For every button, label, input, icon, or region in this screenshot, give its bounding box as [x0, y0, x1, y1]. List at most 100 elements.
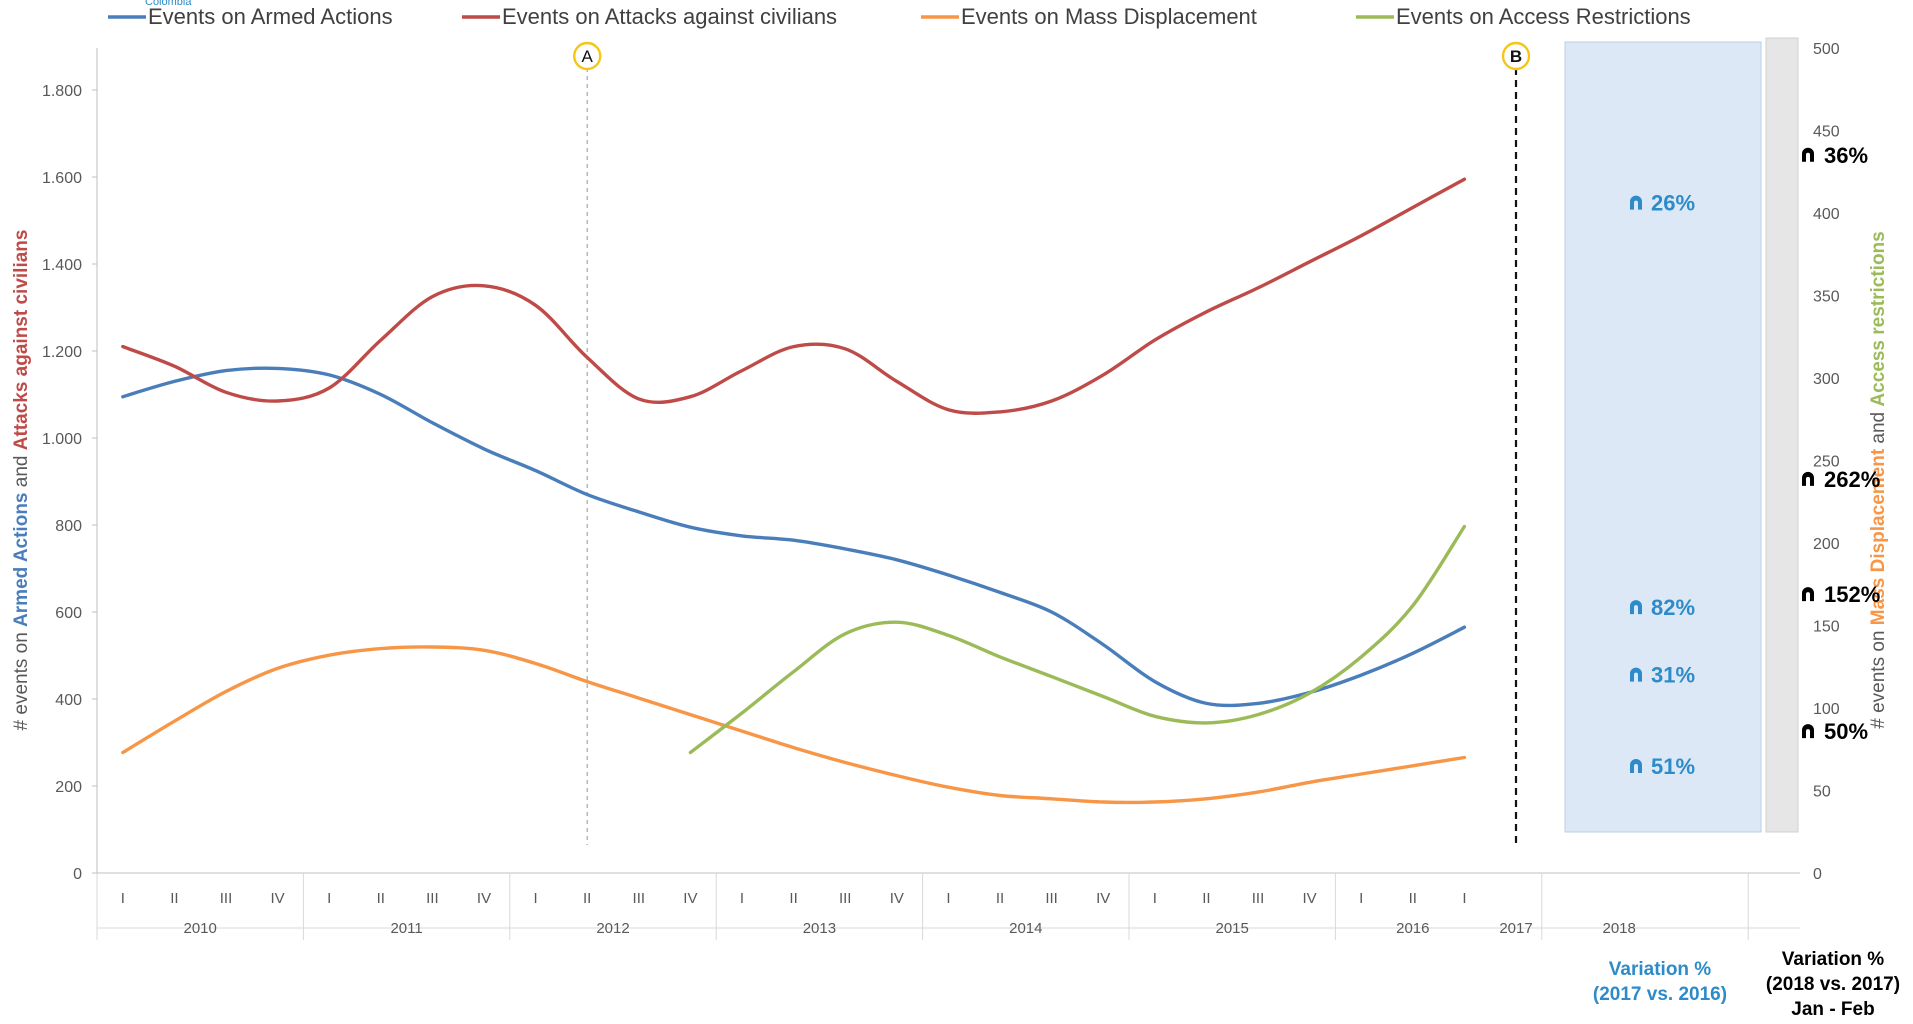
x-quarter-label: III — [426, 890, 439, 907]
x-year-label: 2018 — [1603, 920, 1636, 937]
left-axis-title-part: Attacks against civilians — [11, 230, 32, 451]
right-axis-tick-label: 400 — [1813, 206, 1840, 223]
marker-label-A: A — [582, 47, 594, 66]
right-axis-tick-label: 250 — [1813, 454, 1840, 471]
variation-2018-caption: (2018 vs. 2017) — [1766, 974, 1900, 995]
arrow-up-icon-shape — [1802, 587, 1814, 602]
arrow-up-icon-shape — [1630, 195, 1642, 210]
right-axis-title-part: # events on — [1868, 625, 1889, 729]
x-quarter-label: IV — [477, 890, 491, 907]
arrow-up-icon-shape — [1630, 600, 1642, 615]
x-quarter-label: IV — [1303, 890, 1317, 907]
left-axis-title: # events on Armed Actions and Attacks ag… — [11, 230, 32, 731]
x-quarter-label: I — [121, 890, 125, 907]
legend-label: Events on Attacks against civilians — [502, 4, 837, 29]
arrow-up-icon-shape — [1630, 758, 1642, 773]
marker-circle-B — [1501, 41, 1531, 71]
x-quarter-label: III — [1045, 890, 1058, 907]
x-year-label: 2015 — [1216, 920, 1249, 937]
variation-2017-region — [1564, 41, 1762, 833]
right-axis-tick-label: 350 — [1813, 289, 1840, 306]
marker-circle-A — [573, 41, 602, 71]
x-quarter-label: I — [1153, 890, 1157, 907]
left-axis-tick-label: 800 — [55, 518, 82, 535]
legend-label: Events on Access Restrictions — [1396, 4, 1691, 29]
x-quarter-label: IV — [683, 890, 697, 907]
x-year-label: 2016 — [1396, 920, 1429, 937]
x-quarter-label: I — [534, 890, 538, 907]
left-axis-tick-label: 1.800 — [42, 83, 82, 100]
series-line — [121, 177, 1467, 415]
variation-2018-region — [1765, 37, 1799, 833]
right-axis-tick-label: 200 — [1813, 536, 1840, 553]
arrow-up-icon-shape — [1802, 724, 1814, 739]
series-line — [688, 524, 1467, 755]
right-axis-title-part: Access restrictions — [1868, 231, 1889, 406]
legend-label: Events on Mass Displacement — [961, 4, 1257, 29]
arrow-up-icon — [1630, 600, 1642, 615]
left-axis-tick-label: 1.000 — [42, 431, 82, 448]
x-quarter-label: II — [1202, 890, 1210, 907]
marker-label-B: B — [1510, 47, 1522, 66]
arrow-up-icon — [1802, 471, 1814, 486]
x-quarter-label: III — [633, 890, 646, 907]
variation-2017-label: 82% — [1651, 595, 1695, 620]
variation-2017-label: 31% — [1651, 663, 1695, 688]
x-year-label: 2017 — [1499, 920, 1532, 937]
x-year-label: 2012 — [596, 920, 629, 937]
x-quarter-label: I — [327, 890, 331, 907]
variation-2018-label: 152% — [1824, 582, 1880, 607]
x-quarter-label: II — [1409, 890, 1417, 907]
x-quarter-label: IV — [890, 890, 904, 907]
arrow-up-icon — [1802, 587, 1814, 602]
x-quarter-label: I — [1359, 890, 1363, 907]
right-axis-tick-label: 0 — [1813, 866, 1822, 883]
x-quarter-label: II — [377, 890, 385, 907]
left-axis-title-part: Armed Actions — [11, 493, 32, 627]
x-quarter-label: III — [839, 890, 852, 907]
arrow-up-icon — [1630, 758, 1642, 773]
x-quarter-label: II — [170, 890, 178, 907]
variation-2017-caption: (2017 vs. 2016) — [1593, 984, 1727, 1005]
x-quarter-label: II — [996, 890, 1004, 907]
left-axis-tick-label: 1.600 — [42, 170, 82, 187]
variation-2018-label: 36% — [1824, 143, 1868, 168]
variation-2018-caption: Jan - Feb — [1791, 999, 1874, 1019]
arrow-up-icon-shape — [1802, 147, 1814, 162]
x-quarter-label: III — [220, 890, 233, 907]
variation-2018-label: 50% — [1824, 719, 1868, 744]
arrow-up-icon-shape — [1630, 667, 1642, 682]
right-axis-tick-label: 300 — [1813, 371, 1840, 388]
variation-2017-label: 51% — [1651, 754, 1695, 779]
arrow-up-icon-shape — [1802, 471, 1814, 486]
variation-2018-caption: Variation % — [1782, 949, 1885, 970]
x-year-label: 2011 — [390, 920, 422, 937]
x-quarter-label: II — [583, 890, 591, 907]
left-axis-tick-label: 0 — [73, 866, 82, 883]
x-quarter-label: III — [1252, 890, 1265, 907]
brand-caption: Colombia — [145, 0, 192, 8]
left-axis-tick-label: 1.200 — [42, 344, 82, 361]
left-axis-tick-label: 200 — [55, 779, 82, 796]
left-axis-title-part: # events on — [11, 627, 32, 731]
legend-label: Events on Armed Actions — [148, 4, 393, 29]
right-axis-tick-label: 50 — [1813, 784, 1831, 801]
series-line — [121, 366, 1467, 708]
right-axis-tick-label: 100 — [1813, 701, 1840, 718]
left-axis-tick-label: 600 — [55, 605, 82, 622]
left-axis-title-part: and — [11, 450, 32, 492]
x-quarter-label: II — [789, 890, 797, 907]
x-quarter-label: I — [740, 890, 744, 907]
left-axis-tick-label: 1.400 — [42, 257, 82, 274]
variation-2017-caption: Variation % — [1609, 959, 1712, 980]
variation-2017-label: 26% — [1651, 191, 1695, 216]
x-quarter-label: I — [1462, 890, 1466, 907]
right-axis-tick-label: 500 — [1813, 41, 1840, 58]
arrow-up-icon — [1630, 667, 1642, 682]
right-axis-tick-label: 450 — [1813, 124, 1840, 141]
x-quarter-label: IV — [1096, 890, 1110, 907]
series-line — [121, 645, 1467, 805]
x-year-label: 2013 — [803, 920, 836, 937]
